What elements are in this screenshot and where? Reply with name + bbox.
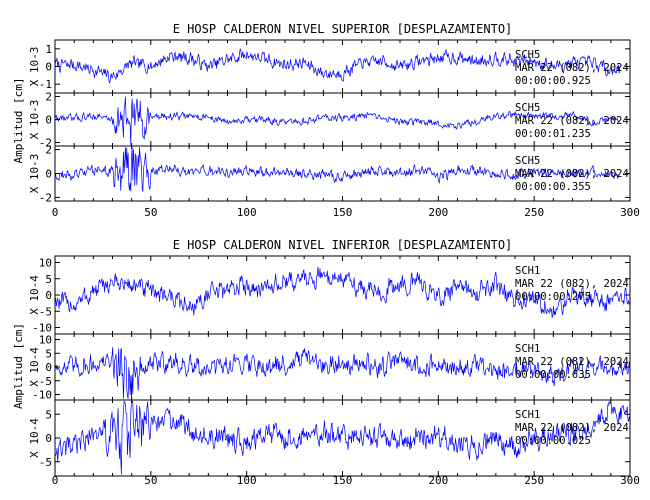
x-tick-label: 50	[144, 206, 157, 219]
y-tick-label: -5	[39, 375, 52, 388]
x-tick-label: 150	[333, 474, 353, 487]
trace-annotation: 00:00:00.275	[515, 291, 591, 303]
y-axis-label: Amplitud [cm]	[12, 323, 25, 409]
scale-label: X 10-4	[28, 347, 41, 387]
waveform-trace	[54, 347, 631, 399]
trace-annotation: MAR 22 (082), 2024	[515, 422, 629, 434]
trace-annotation: MAR 22 (082), 2024	[515, 356, 629, 368]
trace-annotation: SCH5	[515, 155, 540, 167]
y-tick-label: 0	[45, 432, 52, 445]
x-tick-label: 200	[428, 206, 448, 219]
y-tick-label: -10	[32, 322, 52, 335]
scale-label: X 10-3	[28, 100, 41, 140]
trace-annotation: SCH5	[515, 102, 540, 114]
x-tick-label: 200	[428, 474, 448, 487]
y-tick-label: -2	[39, 137, 52, 150]
y-tick-label: -1	[39, 78, 52, 91]
waveform-trace	[54, 400, 631, 475]
y-tick-label: -5	[39, 456, 52, 469]
waveform-trace	[54, 96, 621, 145]
y-axis-label: Amplitud [cm]	[12, 77, 25, 163]
x-tick-label: 0	[52, 474, 59, 487]
trace-annotation: SCH1	[515, 409, 540, 421]
scale-label: X 10-4	[28, 275, 41, 315]
trace-annotation: SCH1	[515, 265, 540, 277]
y-tick-label: 10	[39, 257, 52, 270]
x-tick-label: 100	[237, 474, 257, 487]
trace-annotation: 00:00:01.235	[515, 128, 591, 140]
trace-annotation: 00:00:00.925	[515, 75, 591, 87]
trace-annotation: MAR 22 (082), 2024	[515, 278, 629, 290]
scale-label: X 10-4	[28, 418, 41, 458]
y-tick-label: 5	[45, 408, 52, 421]
waveform-trace	[54, 147, 621, 192]
y-tick-label: 0	[45, 61, 52, 74]
trace-annotation: MAR 22 (082), 2024	[515, 62, 629, 74]
y-tick-label: 2	[45, 90, 52, 103]
y-tick-label: 2	[45, 144, 52, 157]
scale-label: X 10-3	[28, 47, 41, 87]
x-tick-label: 150	[333, 206, 353, 219]
x-tick-label: 250	[524, 474, 544, 487]
chart-1: E HOSP CALDERON NIVEL SUPERIOR [DESPLAZA…	[12, 22, 640, 219]
y-tick-label: 5	[45, 347, 52, 360]
x-tick-label: 100	[237, 206, 257, 219]
chart-title: E HOSP CALDERON NIVEL SUPERIOR [DESPLAZA…	[173, 22, 513, 36]
x-tick-label: 250	[524, 206, 544, 219]
y-tick-label: 0	[45, 361, 52, 374]
x-tick-label: 0	[52, 206, 59, 219]
chart-2: E HOSP CALDERON NIVEL INFERIOR [DESPLAZA…	[12, 238, 640, 487]
y-tick-label: -10	[32, 389, 52, 402]
trace-annotation: 00:00:00.025	[515, 435, 591, 447]
x-tick-label: 300	[620, 206, 640, 219]
trace-annotation: 00:00:00.635	[515, 369, 591, 381]
trace-annotation: MAR 22 (082), 2024	[515, 115, 629, 127]
waveform-trace	[54, 266, 631, 319]
trace-annotation: MAR 22 (082), 2024	[515, 168, 629, 180]
trace-annotation: SCH5	[515, 49, 540, 61]
chart-title: E HOSP CALDERON NIVEL INFERIOR [DESPLAZA…	[173, 238, 513, 252]
y-tick-label: 1	[45, 43, 52, 56]
y-tick-label: 0	[45, 289, 52, 302]
waveform-trace	[54, 48, 621, 84]
y-tick-label: 0	[45, 114, 52, 127]
y-tick-label: -2	[39, 191, 52, 204]
y-tick-label: 10	[39, 334, 52, 347]
trace-annotation: 00:00:00.355	[515, 181, 591, 193]
scale-label: X 10-3	[28, 154, 41, 194]
trace-annotation: SCH1	[515, 343, 540, 355]
y-tick-label: 5	[45, 273, 52, 286]
y-tick-label: 0	[45, 168, 52, 181]
x-tick-label: 300	[620, 474, 640, 487]
y-tick-label: -5	[39, 305, 52, 318]
x-tick-label: 50	[144, 474, 157, 487]
